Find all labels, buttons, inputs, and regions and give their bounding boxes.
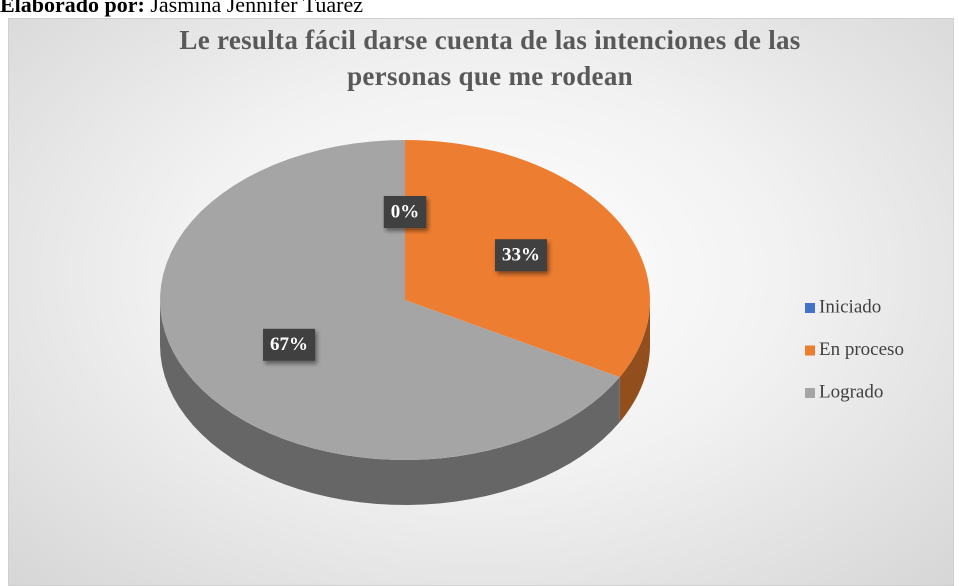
pie-slice: [160, 140, 620, 460]
legend-label: Logrado: [819, 381, 883, 402]
legend-swatch: [805, 303, 815, 313]
pie-side: [160, 300, 620, 505]
data-label: 0%: [391, 201, 420, 222]
caption: Elaborado por: Jasmina Jennifer Tuarez: [0, 0, 363, 18]
data-label: 67%: [270, 334, 308, 355]
legend-swatch: [805, 345, 815, 356]
legend-swatch: [805, 388, 815, 398]
legend-label: En proceso: [819, 339, 904, 360]
chart-title: Le resulta fácil darse cuenta de las int…: [179, 25, 801, 91]
data-label: 33%: [502, 245, 540, 266]
pie-side: [619, 300, 650, 423]
caption-label: Elaborado por:: [0, 0, 145, 17]
caption-text: Jasmina Jennifer Tuarez: [150, 0, 363, 17]
data-label-box: [494, 239, 547, 272]
legend-label: Iniciado: [819, 296, 881, 317]
data-label-box: [263, 328, 316, 361]
data-label-box: [383, 196, 427, 228]
